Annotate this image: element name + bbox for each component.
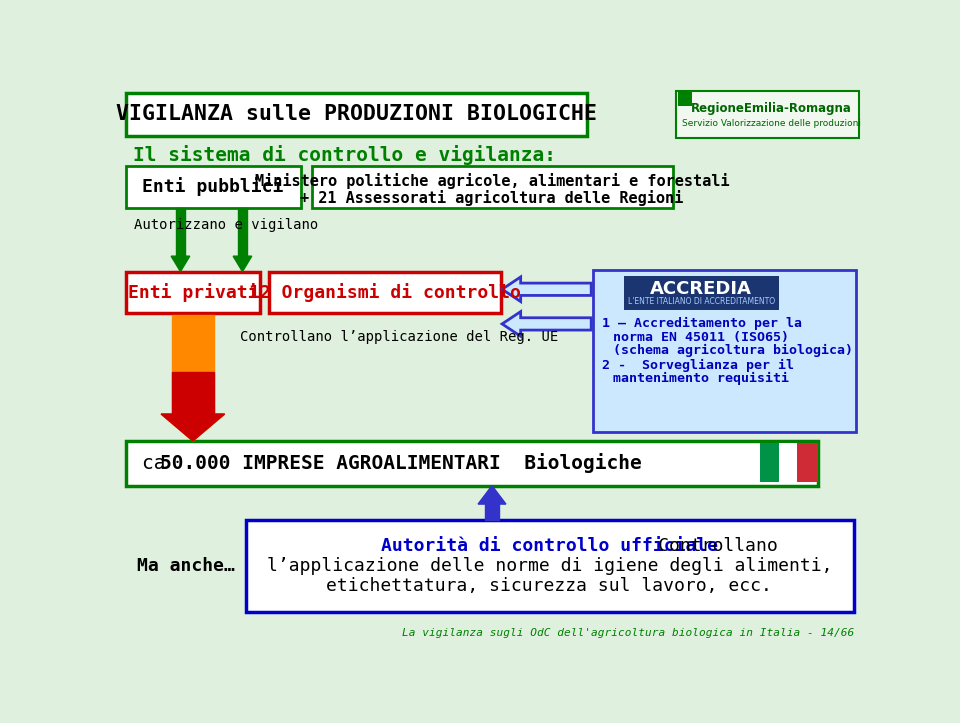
Text: Controllano l’applicazione del Reg. UE: Controllano l’applicazione del Reg. UE xyxy=(240,330,559,344)
Text: + 21 Assessorati agricoltura delle Regioni: + 21 Assessorati agricoltura delle Regio… xyxy=(300,190,684,206)
Bar xyxy=(798,443,818,482)
Bar xyxy=(269,272,501,313)
Text: ca: ca xyxy=(142,454,177,473)
Text: (schema agricoltura biologica): (schema agricoltura biologica) xyxy=(612,343,852,356)
Text: Servizio Valorizzazione delle produzioni: Servizio Valorizzazione delle produzioni xyxy=(682,119,860,128)
Polygon shape xyxy=(171,256,190,272)
Bar xyxy=(760,443,779,482)
Text: RegioneEmilia-Romagna: RegioneEmilia-Romagna xyxy=(690,102,852,115)
Polygon shape xyxy=(172,372,214,414)
Bar xyxy=(126,93,588,136)
Polygon shape xyxy=(502,312,591,336)
Bar xyxy=(126,166,300,208)
Text: Controllano: Controllano xyxy=(321,536,778,555)
Text: 2 -  Sorveglianza per il: 2 - Sorveglianza per il xyxy=(602,359,794,372)
Polygon shape xyxy=(485,504,499,520)
Bar xyxy=(678,92,692,106)
Text: 50.000 IMPRESE AGROALIMENTARI  Biologiche: 50.000 IMPRESE AGROALIMENTARI Biologiche xyxy=(160,453,642,474)
Polygon shape xyxy=(478,486,506,504)
Polygon shape xyxy=(177,208,184,256)
Text: 12 Organismi di controllo: 12 Organismi di controllo xyxy=(249,283,521,301)
Text: Enti pubblici: Enti pubblici xyxy=(142,177,284,197)
Text: Il sistema di controllo e vigilanza:: Il sistema di controllo e vigilanza: xyxy=(133,145,556,165)
Text: Ma anche…: Ma anche… xyxy=(137,557,235,576)
Polygon shape xyxy=(161,414,225,441)
Text: etichettatura, sicurezza sul lavoro, ecc.: etichettatura, sicurezza sul lavoro, ecc… xyxy=(326,577,772,595)
Text: VIGILANZA sulle PRODUZIONI BIOLOGICHE: VIGILANZA sulle PRODUZIONI BIOLOGICHE xyxy=(116,105,597,124)
Text: ACCREDIA: ACCREDIA xyxy=(650,280,753,297)
Text: norma EN 45011 (ISO65): norma EN 45011 (ISO65) xyxy=(612,330,789,343)
Bar xyxy=(126,272,259,313)
Text: Enti privati: Enti privati xyxy=(128,283,258,301)
Text: 1 – Accreditamento per la: 1 – Accreditamento per la xyxy=(602,317,802,330)
Bar xyxy=(312,166,673,208)
Polygon shape xyxy=(502,277,591,301)
Polygon shape xyxy=(172,315,214,414)
Polygon shape xyxy=(161,414,225,441)
Bar xyxy=(246,520,854,612)
Text: mantenimento requisiti: mantenimento requisiti xyxy=(612,372,789,385)
Text: L'ENTE ITALIANO DI ACCREDITAMENTO: L'ENTE ITALIANO DI ACCREDITAMENTO xyxy=(628,297,775,306)
Bar xyxy=(592,270,856,432)
Text: Ministero politiche agricole, alimentari e forestali: Ministero politiche agricole, alimentari… xyxy=(254,173,730,189)
Bar xyxy=(677,90,858,138)
Polygon shape xyxy=(233,256,252,272)
Bar xyxy=(624,276,779,310)
Bar xyxy=(126,441,818,486)
Polygon shape xyxy=(238,208,247,256)
Text: Autorizzano e vigilano: Autorizzano e vigilano xyxy=(134,218,318,232)
Text: l’applicazione delle norme di igiene degli alimenti,: l’applicazione delle norme di igiene deg… xyxy=(267,557,832,575)
Text: La vigilanza sugli OdC dell'agricoltura biologica in Italia - 14/66: La vigilanza sugli OdC dell'agricoltura … xyxy=(402,628,854,638)
Bar xyxy=(779,443,798,482)
Text: Autorità di controllo ufficiale: Autorità di controllo ufficiale xyxy=(381,536,718,555)
